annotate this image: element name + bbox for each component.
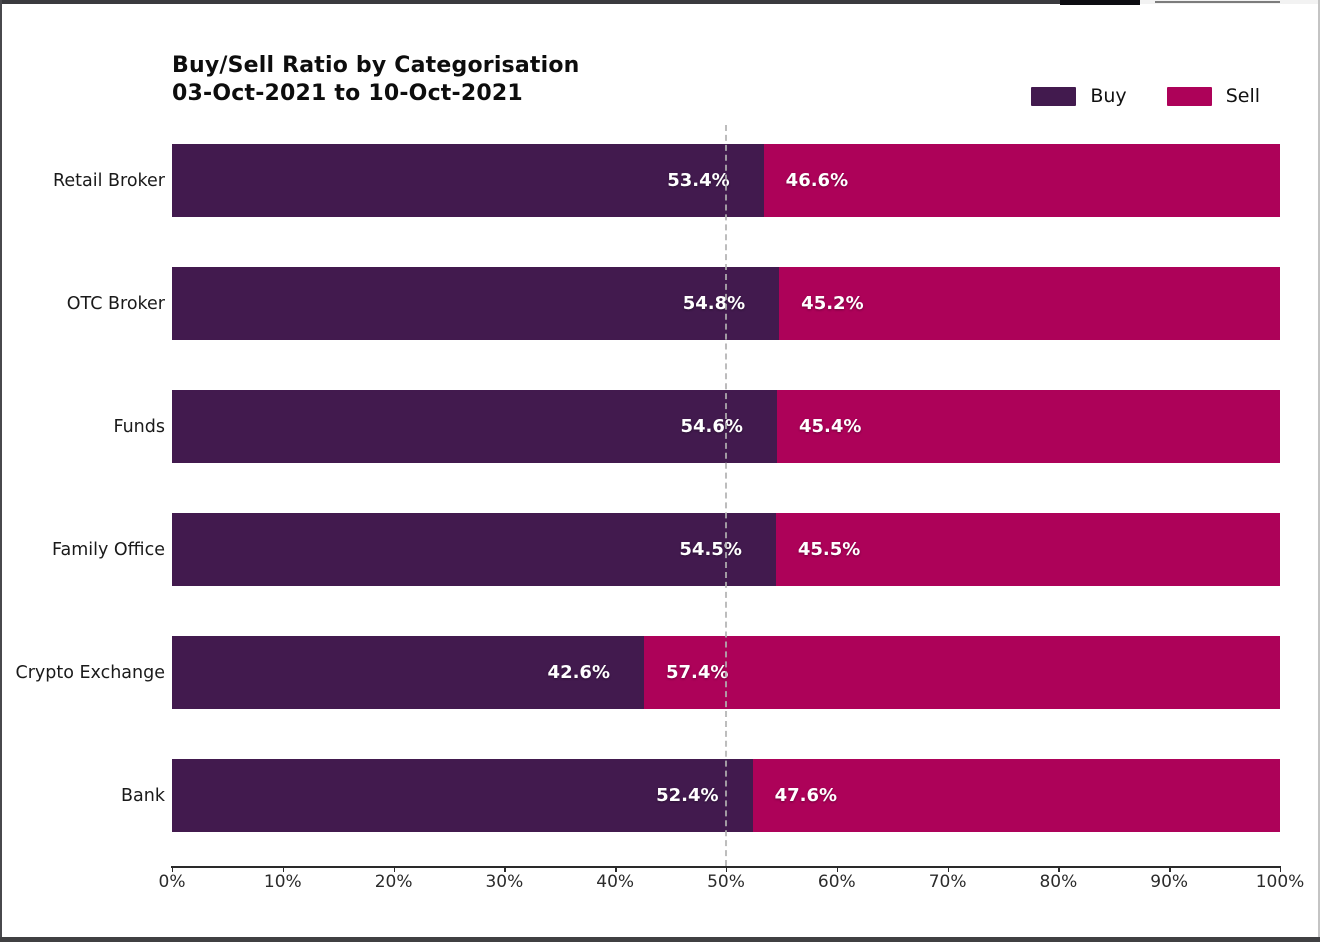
x-tick-label: 20%: [374, 872, 413, 892]
x-tick-label: 60%: [817, 872, 856, 892]
bar-row: Crypto Exchange 42.6% 57.4%: [0, 636, 1320, 709]
x-tick-label: 50%: [707, 872, 745, 892]
buy-segment: 54.5%: [172, 513, 776, 586]
legend-item-sell: Sell: [1166, 85, 1260, 107]
category-label: Family Office: [52, 539, 165, 560]
legend: Buy Sell: [1031, 85, 1260, 107]
sell-value-label: 46.6%: [785, 170, 849, 191]
stacked-bar: 54.5% 45.5%: [172, 513, 1280, 586]
sell-value-label: 57.4%: [666, 662, 729, 683]
stacked-bar: 54.8% 45.2%: [172, 267, 1280, 340]
fifty-percent-reference-line: [725, 125, 727, 866]
x-tick-label: 70%: [928, 872, 967, 892]
x-tick-mark: [282, 866, 285, 872]
legend-label-sell: Sell: [1225, 85, 1260, 107]
bar-row: Retail Broker 53.4% 46.6%: [0, 144, 1320, 217]
sell-value-label: 47.6%: [774, 785, 838, 806]
buy-segment: 54.6%: [172, 390, 777, 463]
sell-segment: 45.2%: [779, 267, 1280, 340]
window-left-edge: [0, 0, 2, 942]
legend-label-buy: Buy: [1090, 85, 1127, 107]
x-tick-mark: [393, 866, 395, 872]
bar-row: OTC Broker 54.8% 45.2%: [0, 267, 1320, 340]
buy-value-label: 54.8%: [682, 293, 746, 314]
x-tick-label: 80%: [1039, 872, 1078, 892]
x-tick-label: 100%: [1255, 872, 1305, 892]
stacked-bar: 52.4% 47.6%: [172, 759, 1280, 832]
sell-segment: 45.5%: [775, 513, 1280, 586]
buy-segment: 54.8%: [172, 267, 780, 340]
bar-row: Family Office 54.5% 45.5%: [0, 513, 1320, 586]
stacked-bar: 42.6% 57.4%: [172, 636, 1280, 709]
x-tick-mark: [947, 866, 949, 872]
window-top-edge-artifact: [1155, 1, 1280, 3]
sell-swatch: [1166, 86, 1212, 106]
window-bottom-edge: [0, 937, 1320, 942]
bar-row: Funds 54.6% 45.4%: [0, 390, 1320, 463]
x-tick-label: 90%: [1150, 872, 1189, 892]
buy-value-label: 52.4%: [656, 785, 719, 806]
x-tick-mark: [172, 866, 174, 872]
x-tick-mark: [615, 866, 617, 872]
x-tick-mark: [1169, 866, 1171, 872]
chart-title-line2: 03-Oct-2021 to 10-Oct-2021: [172, 81, 523, 106]
window-right-edge: [1318, 0, 1320, 942]
stacked-bar: 54.6% 45.4%: [172, 390, 1280, 463]
sell-segment: 57.4%: [644, 636, 1280, 709]
x-tick-mark: [836, 866, 839, 872]
buy-value-label: 42.6%: [547, 662, 610, 683]
bar-row: Bank 52.4% 47.6%: [0, 759, 1320, 832]
buy-value-label: 54.5%: [679, 539, 742, 560]
chart-title-line1: Buy/Sell Ratio by Categorisation: [172, 53, 580, 78]
x-tick-label: 10%: [263, 872, 302, 892]
x-tick-mark: [504, 866, 506, 872]
category-label: Crypto Exchange: [15, 662, 165, 683]
sell-value-label: 45.5%: [797, 539, 861, 560]
x-tick-mark: [1280, 866, 1282, 872]
x-tick-label: 40%: [596, 872, 635, 892]
x-tick-label: 0%: [158, 872, 186, 892]
buy-segment: 52.4%: [172, 759, 753, 832]
sell-value-label: 45.4%: [798, 416, 862, 437]
stacked-bar: 53.4% 46.6%: [172, 144, 1280, 217]
legend-item-buy: Buy: [1031, 85, 1127, 107]
sell-segment: 45.4%: [776, 390, 1280, 463]
category-label: OTC Broker: [66, 293, 165, 314]
x-tick-label: 30%: [485, 872, 524, 892]
chart-title: Buy/Sell Ratio by Categorisation 03-Oct-…: [172, 52, 580, 108]
sell-value-label: 45.2%: [801, 293, 864, 314]
x-tick-mark: [1058, 866, 1060, 872]
buy-value-label: 54.6%: [680, 416, 743, 437]
sell-segment: 46.6%: [763, 144, 1280, 217]
category-label: Funds: [113, 416, 165, 437]
window-top-edge-dark-block: [1060, 0, 1140, 5]
x-tick-mark: [726, 866, 728, 872]
buy-segment: 42.6%: [172, 636, 644, 709]
window-top-edge: [0, 0, 1060, 4]
category-label: Bank: [121, 785, 165, 806]
buy-swatch: [1031, 86, 1077, 106]
buy-segment: 53.4%: [172, 144, 764, 217]
sell-segment: 47.6%: [752, 759, 1280, 832]
buy-value-label: 53.4%: [667, 170, 730, 191]
category-label: Retail Broker: [52, 170, 165, 191]
